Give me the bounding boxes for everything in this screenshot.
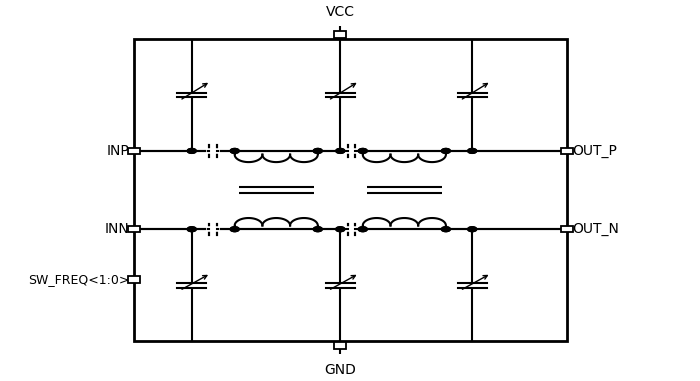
- Circle shape: [358, 149, 368, 153]
- Bar: [561, 226, 573, 232]
- Circle shape: [314, 227, 322, 232]
- Bar: [335, 343, 346, 349]
- Circle shape: [188, 227, 196, 232]
- Bar: [128, 148, 140, 154]
- Circle shape: [230, 227, 239, 232]
- Circle shape: [468, 227, 477, 232]
- Bar: [335, 31, 346, 38]
- Circle shape: [314, 149, 322, 153]
- Circle shape: [314, 149, 322, 153]
- Text: OUT_N: OUT_N: [572, 222, 619, 236]
- Circle shape: [230, 149, 239, 153]
- Circle shape: [188, 227, 196, 232]
- Circle shape: [468, 227, 477, 232]
- Circle shape: [314, 227, 322, 232]
- Circle shape: [442, 149, 450, 153]
- Circle shape: [358, 227, 368, 232]
- Bar: [128, 226, 140, 232]
- Bar: [128, 276, 140, 283]
- Text: OUT_P: OUT_P: [572, 144, 617, 158]
- Circle shape: [468, 149, 477, 153]
- Circle shape: [442, 227, 450, 232]
- Circle shape: [230, 149, 239, 153]
- Text: GND: GND: [324, 363, 356, 377]
- Circle shape: [358, 149, 368, 153]
- Circle shape: [336, 227, 345, 232]
- Text: INP: INP: [106, 144, 130, 158]
- Circle shape: [468, 149, 477, 153]
- Bar: [134, 39, 567, 341]
- Text: VCC: VCC: [326, 5, 355, 19]
- Circle shape: [442, 149, 450, 153]
- Text: INN: INN: [105, 222, 130, 236]
- Circle shape: [358, 227, 368, 232]
- Circle shape: [336, 149, 345, 153]
- Circle shape: [336, 227, 345, 232]
- Circle shape: [188, 149, 196, 153]
- Circle shape: [336, 149, 345, 153]
- Circle shape: [230, 227, 239, 232]
- Bar: [561, 148, 573, 154]
- Text: SW_FREQ<1:0>: SW_FREQ<1:0>: [28, 273, 130, 286]
- Circle shape: [442, 227, 450, 232]
- Circle shape: [188, 149, 196, 153]
